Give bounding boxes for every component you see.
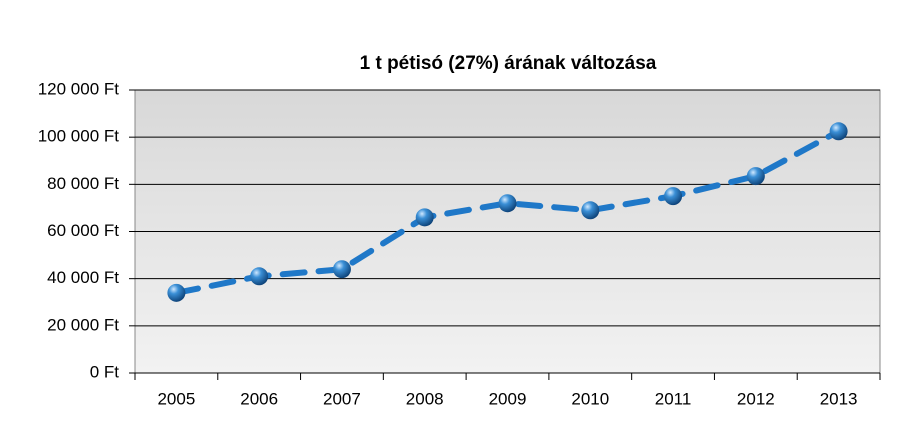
x-tick-label: 2013 — [820, 389, 858, 408]
marker — [829, 122, 848, 141]
x-tick-label: 2009 — [489, 389, 527, 408]
chart-title: 1 t pétisó (27%) árának változása — [360, 53, 657, 74]
x-tick-label: 2006 — [240, 389, 278, 408]
y-tick-label: 120 000 Ft — [38, 79, 120, 98]
marker — [664, 187, 683, 206]
marker — [746, 167, 765, 186]
y-tick-label: 60 000 Ft — [47, 221, 119, 240]
marker — [332, 260, 351, 279]
marker — [250, 267, 269, 286]
x-tick-label: 2005 — [157, 389, 195, 408]
y-tick-label: 0 Ft — [90, 362, 120, 381]
marker — [498, 194, 517, 213]
y-tick-label: 20 000 Ft — [47, 315, 119, 334]
x-tick-label: 2012 — [737, 389, 775, 408]
marker — [415, 208, 434, 227]
marker — [167, 283, 186, 302]
x-tick-label: 2010 — [571, 389, 609, 408]
x-tick-label: 2008 — [406, 389, 444, 408]
y-tick-label: 100 000 Ft — [38, 127, 120, 146]
y-tick-label: 40 000 Ft — [47, 268, 119, 287]
line — [173, 128, 842, 296]
marker — [581, 201, 600, 220]
x-tick-label: 2007 — [323, 389, 361, 408]
y-tick-label: 80 000 Ft — [47, 174, 119, 193]
x-tick-label: 2011 — [655, 389, 692, 408]
